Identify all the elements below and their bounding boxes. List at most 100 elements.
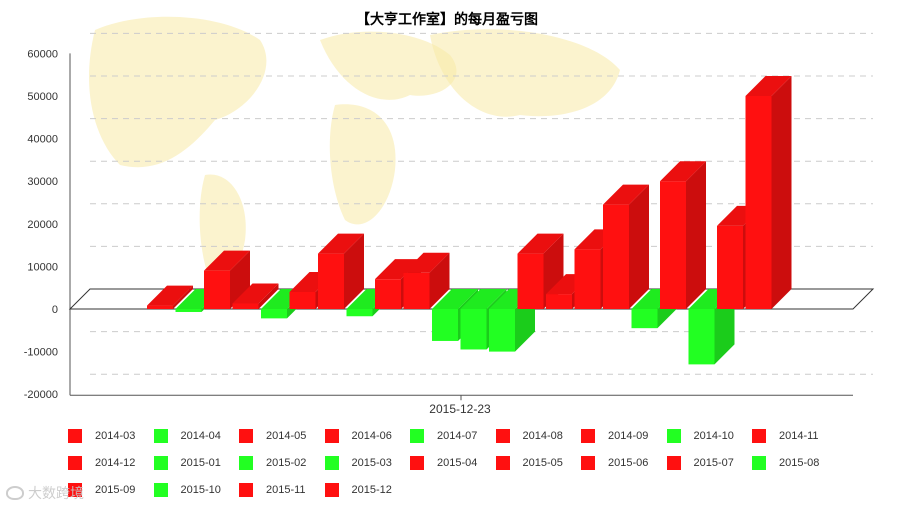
bar-side [686, 161, 706, 309]
legend-label: 2015-12 [351, 484, 392, 496]
legend-label: 2014-07 [437, 430, 478, 442]
y-tick-label: 50000 [27, 91, 58, 103]
legend-swatch [324, 456, 339, 470]
world-map-background [89, 16, 620, 286]
legend-swatch [666, 429, 681, 443]
y-tick-label: -10000 [24, 347, 58, 359]
bar-front [318, 253, 344, 309]
legend-label: 2015-10 [180, 484, 221, 496]
legend-label: 2014-03 [95, 430, 136, 442]
bar-front [517, 253, 544, 309]
legend-swatch [752, 429, 766, 443]
bar-2014-09 [318, 233, 364, 309]
logo-icon [6, 486, 24, 500]
legend-item[interactable]: 2014-06 [319, 428, 405, 444]
bar-front [688, 309, 715, 365]
legend-item[interactable]: 2015-02 [233, 455, 319, 471]
bar-side [344, 233, 364, 309]
y-tick-label: 30000 [27, 176, 58, 188]
legend-swatch [410, 456, 424, 470]
legend-label: 2015-02 [266, 457, 307, 469]
legend-item[interactable]: 2014-11 [746, 428, 832, 444]
bar-side [429, 252, 450, 309]
legend-item[interactable]: 2015-07 [661, 455, 747, 471]
bar-front [175, 309, 202, 312]
legend-item[interactable]: 2015-06 [575, 455, 661, 471]
y-tick-label: 20000 [27, 219, 58, 231]
legend-item[interactable]: 2015-03 [319, 455, 405, 471]
bar-top [147, 285, 193, 306]
legend-label: 2015-05 [522, 457, 563, 469]
bar-front [289, 291, 316, 309]
legend-item[interactable]: 2015-05 [490, 455, 576, 471]
legend-item[interactable]: 2014-10 [661, 428, 747, 444]
legend-item[interactable]: 2014-03 [62, 428, 148, 444]
legend-item[interactable]: 2015-01 [148, 455, 234, 471]
legend-swatch [239, 429, 253, 443]
legend-swatch [153, 429, 168, 443]
bar-top [204, 250, 250, 271]
legend-swatch [752, 456, 766, 470]
y-tick-label: 60000 [27, 48, 58, 60]
legend-label: 2014-08 [522, 430, 563, 442]
bar-front [631, 309, 658, 329]
legend-swatch [153, 456, 168, 470]
bar-top [432, 289, 478, 309]
bar-front [432, 309, 458, 341]
y-tick-label: 0 [52, 304, 58, 316]
legend-item[interactable]: 2015-12 [319, 482, 405, 498]
bar-front [261, 309, 287, 319]
legend-swatch [581, 429, 595, 443]
bar-front [574, 249, 601, 309]
legend-item[interactable]: 2015-10 [148, 482, 234, 498]
legend-item[interactable]: 2015-04 [404, 455, 490, 471]
legend-swatch [581, 456, 595, 470]
legend-item[interactable]: 2014-12 [62, 455, 148, 471]
y-tick-label: -20000 [24, 389, 58, 401]
bar-front [489, 309, 515, 352]
legend-item[interactable]: 2014-07 [404, 428, 490, 444]
legend-swatch [495, 429, 510, 443]
bar-front [717, 225, 743, 309]
legend-label: 2015-03 [351, 457, 392, 469]
y-tick-label: 40000 [27, 134, 58, 146]
bar-top [318, 233, 364, 254]
legend-item[interactable]: 2015-11 [233, 482, 319, 498]
legend-item[interactable]: 2014-08 [490, 428, 576, 444]
bar-front [745, 96, 772, 309]
bar-side [258, 283, 279, 309]
legend-item[interactable]: 2014-09 [575, 428, 661, 444]
legend-label: 2015-11 [266, 484, 306, 496]
legend-label: 2015-06 [608, 457, 649, 469]
legend-item[interactable]: 2014-04 [148, 428, 234, 444]
legend-swatch [153, 483, 168, 497]
bar-side [230, 250, 250, 309]
legend-label: 2014-04 [180, 430, 221, 442]
legend-item[interactable]: 2015-08 [746, 455, 832, 471]
legend-label: 2015-04 [437, 457, 478, 469]
bar-side [173, 285, 193, 309]
legend-label: 2014-05 [266, 430, 307, 442]
watermark-text: 大数跨境 [28, 485, 84, 501]
legend-swatch [666, 456, 681, 470]
bar-front [403, 272, 430, 309]
legend-label: 2015-07 [693, 457, 734, 469]
legend-label: 2015-01 [180, 457, 221, 469]
bar-front [660, 181, 686, 309]
bar-top [403, 252, 450, 273]
legend-label: 2015-08 [779, 457, 820, 469]
bar-front [346, 309, 373, 317]
legend-item[interactable]: 2014-05 [233, 428, 319, 444]
legend-swatch [68, 429, 82, 443]
legend-swatch [495, 456, 510, 470]
bar-front [546, 294, 572, 309]
legend-label: 2014-09 [608, 430, 649, 442]
bar-front [147, 305, 173, 309]
legend-item[interactable]: 2015-09 [62, 482, 148, 498]
bar-front [460, 309, 487, 350]
watermark: 大数跨境 [6, 483, 84, 503]
legend-swatch [68, 456, 82, 470]
legend-swatch [324, 483, 339, 497]
legend-label: 2014-12 [95, 457, 136, 469]
bar-top [517, 233, 564, 254]
